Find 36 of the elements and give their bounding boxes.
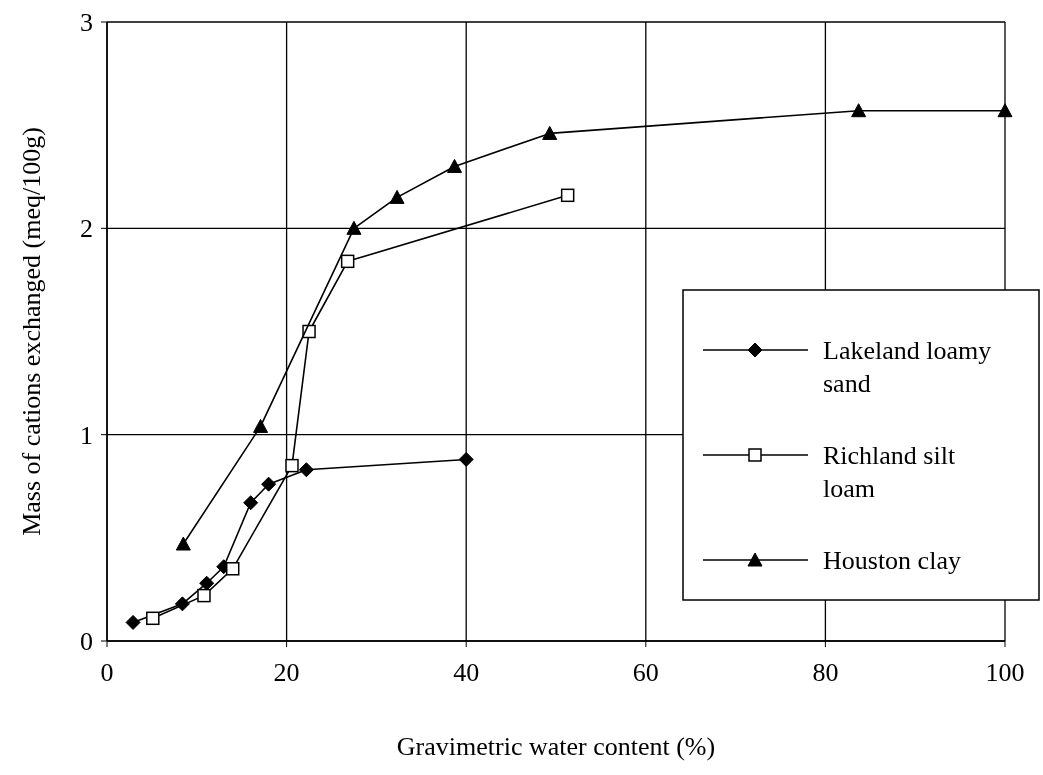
point [146,611,160,626]
point [340,254,355,269]
point [389,189,405,204]
legend-label: Richland silt loam [823,441,956,503]
point [261,476,277,492]
x-tick-label: 100 [985,658,1025,687]
legend-label: Houston clay [823,546,961,575]
point [851,103,867,118]
x-tick-label: 80 [812,658,839,687]
x-tick-label: 40 [453,658,480,687]
point [458,451,474,467]
point [125,614,141,630]
point [285,458,299,473]
x-axis-title: Gravimetric water content (%) [396,732,716,761]
x-tick-label: 60 [632,658,659,687]
point [542,125,558,140]
y-tick-label: 2 [80,214,93,244]
legend-label: Lakeland loamy sand [823,336,992,398]
point [253,418,269,433]
point [997,103,1013,118]
y-tick-label: 0 [80,627,93,656]
x-tick-label: 20 [273,658,300,687]
point [199,575,215,591]
point [298,462,314,478]
point [225,562,240,576]
y-tick-label: 1 [80,420,93,450]
point [175,536,191,551]
y-tick-label: 3 [80,8,93,37]
point [346,220,362,235]
x-tick-label: 0 [100,658,114,687]
point [174,596,190,612]
point [560,188,575,203]
y-axis-title: Mass of cations exchanged (meq/100g) [17,127,46,536]
point [243,495,259,511]
point [197,588,211,603]
point [447,158,463,173]
